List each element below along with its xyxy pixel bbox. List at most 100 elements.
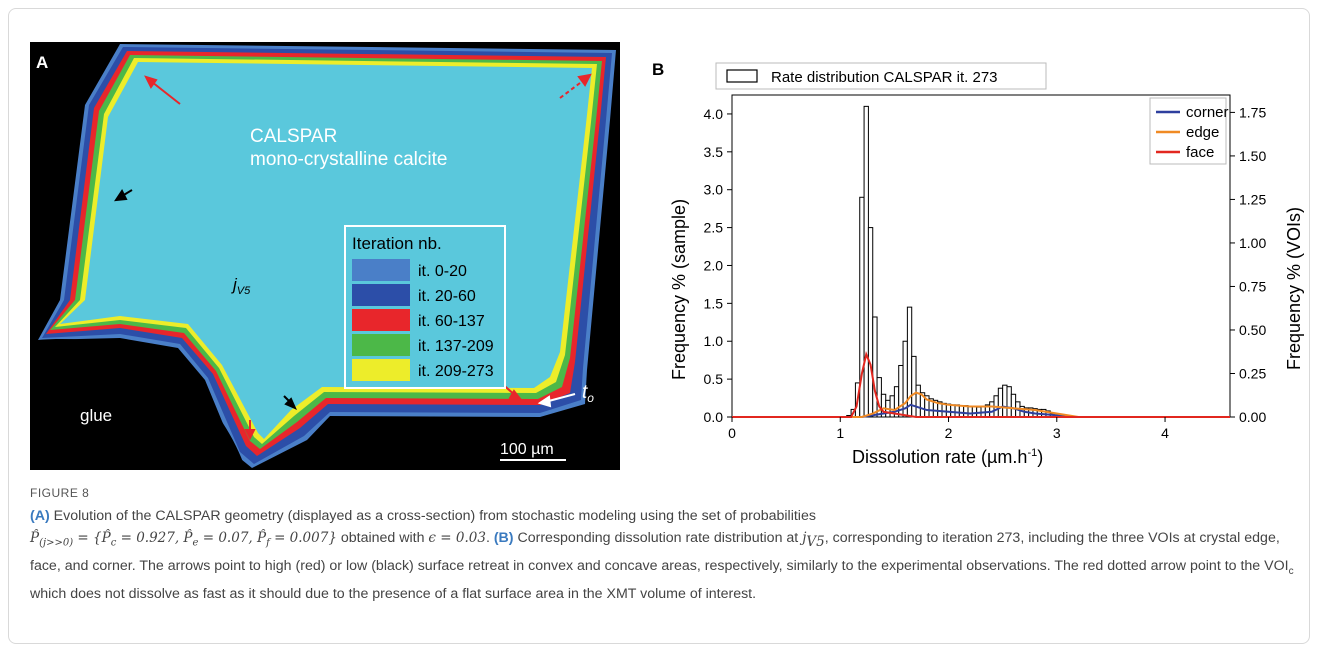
legend-item-label: it. 20-60 bbox=[418, 288, 476, 305]
hist-legend-label: Rate distribution CALSPAR it. 273 bbox=[771, 69, 998, 86]
glue-label: glue bbox=[80, 406, 112, 425]
y-tick-label-right: 1.00 bbox=[1239, 235, 1266, 251]
panel-a: A CALSPAR mono-crystalline calcite jV5 g… bbox=[30, 42, 620, 470]
histogram-bar bbox=[954, 404, 960, 418]
legend-item-label: it. 137-209 bbox=[418, 338, 494, 355]
math-pe-sub: e bbox=[192, 537, 199, 549]
y-axis-label-left: Frequency % (sample) bbox=[669, 199, 689, 380]
legend-swatch bbox=[352, 334, 410, 356]
y-tick-label-right: 0.00 bbox=[1239, 409, 1266, 425]
legend-swatch bbox=[352, 284, 410, 306]
scale-bar-label: 100 µm bbox=[500, 441, 554, 458]
y-tick-label-left: 0.5 bbox=[704, 371, 724, 387]
x-axis-label-sup: -1 bbox=[1027, 447, 1037, 459]
figure-graphic: A CALSPAR mono-crystalline calcite jV5 g… bbox=[30, 42, 1304, 470]
y-axis-label-right: Frequency % (VOIs) bbox=[1284, 207, 1304, 370]
x-axis-label: Dissolution rate (µm.h-1) bbox=[852, 447, 1043, 467]
y-tick-label-left: 3.5 bbox=[704, 144, 724, 160]
y-tick-label-left: 2.5 bbox=[704, 220, 724, 236]
red-arrow bbox=[151, 81, 181, 105]
black-arrow-head bbox=[113, 189, 128, 202]
panel-b: B 0 1 2 3 4 0.0 0.5 1.0 1.5 2.0 2.5 3.0 3.5 4.0 0.00 0.… bbox=[652, 60, 1304, 467]
histogram-bar bbox=[963, 405, 969, 418]
caption-period: . bbox=[485, 530, 494, 546]
series-line-corner bbox=[732, 403, 1230, 418]
series-line-edge bbox=[732, 391, 1230, 418]
red-dotted-arrow bbox=[559, 79, 585, 99]
math-pf-sub: f bbox=[266, 537, 270, 549]
caption-epsilon: ϵ = 0.03 bbox=[428, 530, 486, 546]
math-pc-sub: c bbox=[110, 537, 117, 549]
histogram-bar bbox=[997, 387, 1004, 418]
legend-item-label: it. 0-20 bbox=[418, 263, 467, 280]
legend-swatch bbox=[352, 259, 410, 281]
figure-caption: (A) Evolution of the CALSPAR geometry (d… bbox=[30, 505, 1295, 605]
legend-swatch bbox=[352, 359, 410, 381]
y-tick-label-left: 1.5 bbox=[704, 295, 724, 311]
crystal-subtitle: mono-crystalline calcite bbox=[250, 149, 447, 170]
red-arrow-head bbox=[144, 75, 158, 89]
jv5-label: jV5 bbox=[231, 275, 251, 297]
y-tick-label-right: 0.50 bbox=[1239, 322, 1266, 338]
figure-label: FIGURE 8 bbox=[30, 486, 90, 500]
histogram-bar bbox=[1002, 384, 1008, 418]
iteration-legend: Iteration nb. it. 0-20 it. 20-60 it. 60-13… bbox=[344, 225, 506, 389]
crystal-title: CALSPAR bbox=[250, 126, 337, 147]
y-tick-label-left: 3.0 bbox=[704, 182, 724, 198]
histogram-bar bbox=[1006, 386, 1012, 418]
t0-sub: o bbox=[587, 391, 594, 405]
y-tick-label-left: 4.0 bbox=[704, 106, 724, 122]
legend-swatch bbox=[352, 309, 410, 331]
x-axis-label-main: Dissolution rate (µm.h bbox=[852, 447, 1027, 467]
jv5-main: j bbox=[231, 275, 238, 294]
legend-title: Iteration nb. bbox=[352, 234, 442, 253]
math-pc-val: = 0.927, P̂ bbox=[116, 530, 193, 546]
x-tick-label: 4 bbox=[1161, 425, 1169, 441]
histogram-bar bbox=[1010, 393, 1017, 418]
x-tick-label: 0 bbox=[728, 425, 736, 441]
histogram-bar bbox=[872, 316, 878, 418]
y-tick-label-left: 1.0 bbox=[704, 333, 724, 349]
y-tick-label-left: 0.0 bbox=[704, 409, 724, 425]
red-arrow-head bbox=[508, 389, 524, 402]
math-pf-val: = 0.007} bbox=[269, 530, 337, 546]
panel-a-letter: A bbox=[36, 53, 48, 72]
y-tick-label-right: 0.75 bbox=[1239, 278, 1266, 294]
histogram-bar bbox=[863, 105, 869, 418]
math-p: P̂ bbox=[30, 530, 40, 546]
caption-panel-b-tag: (B) bbox=[493, 530, 514, 546]
jv5-sub: V5 bbox=[237, 285, 251, 297]
series-legend-label: face bbox=[1186, 144, 1214, 161]
histogram-bar bbox=[971, 405, 978, 418]
glue-region bbox=[30, 339, 246, 470]
x-tick-label: 3 bbox=[1053, 425, 1061, 441]
t0-label: to bbox=[582, 382, 594, 405]
y-tick-label-right: 1.75 bbox=[1239, 104, 1266, 120]
x-tick-label: 2 bbox=[945, 425, 953, 441]
caption-jv-sub: V5 bbox=[806, 533, 825, 550]
caption-line3: , corresponding to iteration 273, includ… bbox=[30, 530, 1289, 574]
red-dotted-arrow-head bbox=[577, 73, 592, 87]
y-tick-label-right: 1.25 bbox=[1239, 191, 1266, 207]
math-rest: = {P̂ bbox=[73, 530, 111, 546]
histogram-bar bbox=[941, 402, 947, 418]
caption-obtained: obtained with bbox=[336, 530, 429, 546]
caption-panel-a-tag: (A) bbox=[30, 508, 50, 524]
caption-math: P̂(j>>0) = {P̂c = 0.927, P̂e = 0.07, P̂f… bbox=[30, 530, 337, 549]
caption-voi-sub: c bbox=[1288, 565, 1294, 577]
hist-legend-box bbox=[715, 62, 1047, 90]
caption-jv: j bbox=[802, 530, 807, 546]
histogram-bar bbox=[950, 404, 956, 418]
panel-b-letter: B bbox=[652, 60, 664, 79]
histogram-bar bbox=[958, 405, 965, 418]
math-p-sub: (j>>0) bbox=[39, 537, 74, 549]
series-legend-label: edge bbox=[1186, 124, 1219, 141]
figure-frame bbox=[8, 8, 1310, 644]
histogram-bar bbox=[867, 227, 874, 418]
x-axis-label-end: ) bbox=[1037, 447, 1043, 467]
legend-item-label: it. 60-137 bbox=[418, 313, 485, 330]
series-legend-label: corner bbox=[1186, 104, 1229, 121]
t0-main: t bbox=[582, 382, 588, 403]
math-pe-val: = 0.07, P̂ bbox=[198, 530, 267, 546]
histogram-bar bbox=[967, 405, 973, 418]
